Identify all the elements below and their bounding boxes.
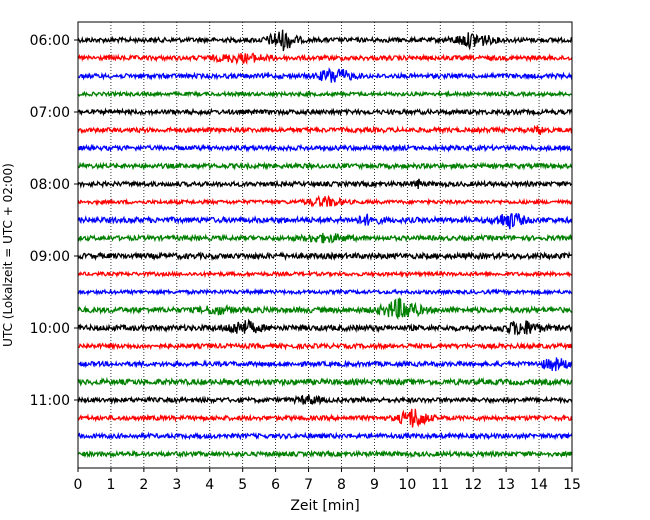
- y-tick-label-0600: 06:00: [30, 33, 70, 49]
- plot-frame: [77, 21, 573, 469]
- trace-1100: [77, 394, 573, 406]
- x-tick-label-1: 1: [106, 477, 115, 493]
- x-tick-label-8: 8: [337, 477, 346, 493]
- trace-0645: [77, 89, 573, 99]
- x-tick-label-5: 5: [238, 477, 247, 493]
- y-tick-label-1100: 11:00: [30, 393, 70, 409]
- trace-0600: [77, 29, 573, 52]
- trace-0830: [77, 212, 573, 230]
- y-tick-label-0900: 09:00: [30, 249, 70, 265]
- trace-0715: [77, 124, 573, 135]
- x-tick-label-3: 3: [172, 477, 181, 493]
- x-tick-label-10: 10: [398, 477, 416, 493]
- trace-1145: [77, 449, 573, 459]
- trace-0630: [77, 67, 573, 83]
- trace-0915: [77, 269, 573, 279]
- trace-0700: [77, 107, 573, 117]
- y-tick-label-1000: 10:00: [30, 321, 70, 337]
- seismic-traces: [77, 29, 573, 459]
- trace-0615: [77, 52, 573, 66]
- trace-1115: [77, 408, 573, 428]
- trace-1015: [77, 341, 573, 351]
- x-tick-label-11: 11: [431, 477, 449, 493]
- x-tick-label-13: 13: [497, 477, 515, 493]
- trace-0800: [77, 178, 573, 190]
- trace-1030: [77, 357, 573, 372]
- y-axis-label: UTC (Lokalzeit = UTC + 02:00): [1, 163, 15, 347]
- x-tick-label-12: 12: [464, 477, 482, 493]
- trace-1000: [77, 318, 573, 336]
- y-tick-label-0800: 08:00: [30, 177, 70, 193]
- y-axis-ticks: 06:00 07:00 08:00 09:00 10:00 11:00: [30, 33, 78, 409]
- trace-1130: [77, 431, 573, 441]
- x-tick-label-2: 2: [139, 477, 148, 493]
- trace-0730: [77, 143, 573, 153]
- y-tick-label-0700: 07:00: [30, 105, 70, 121]
- trace-0815: [77, 194, 573, 208]
- x-axis-label: Zeit [min]: [290, 498, 359, 514]
- trace-0945: [77, 297, 573, 321]
- trace-0845: [77, 232, 573, 244]
- trace-0930: [77, 287, 573, 297]
- x-tick-label-0: 0: [74, 477, 83, 493]
- trace-0745: [77, 161, 573, 171]
- x-axis-ticks: 0 1 2 3 4 5 6 7 8 9 10 11 12 13 14 15: [74, 468, 581, 493]
- x-tick-label-15: 15: [563, 477, 581, 493]
- x-tick-label-4: 4: [205, 477, 214, 493]
- x-tick-label-7: 7: [304, 477, 313, 493]
- trace-0900: [77, 250, 573, 262]
- trace-1045: [77, 376, 573, 388]
- x-tick-label-14: 14: [530, 477, 548, 493]
- x-tick-label-6: 6: [271, 477, 280, 493]
- x-tick-label-9: 9: [370, 477, 379, 493]
